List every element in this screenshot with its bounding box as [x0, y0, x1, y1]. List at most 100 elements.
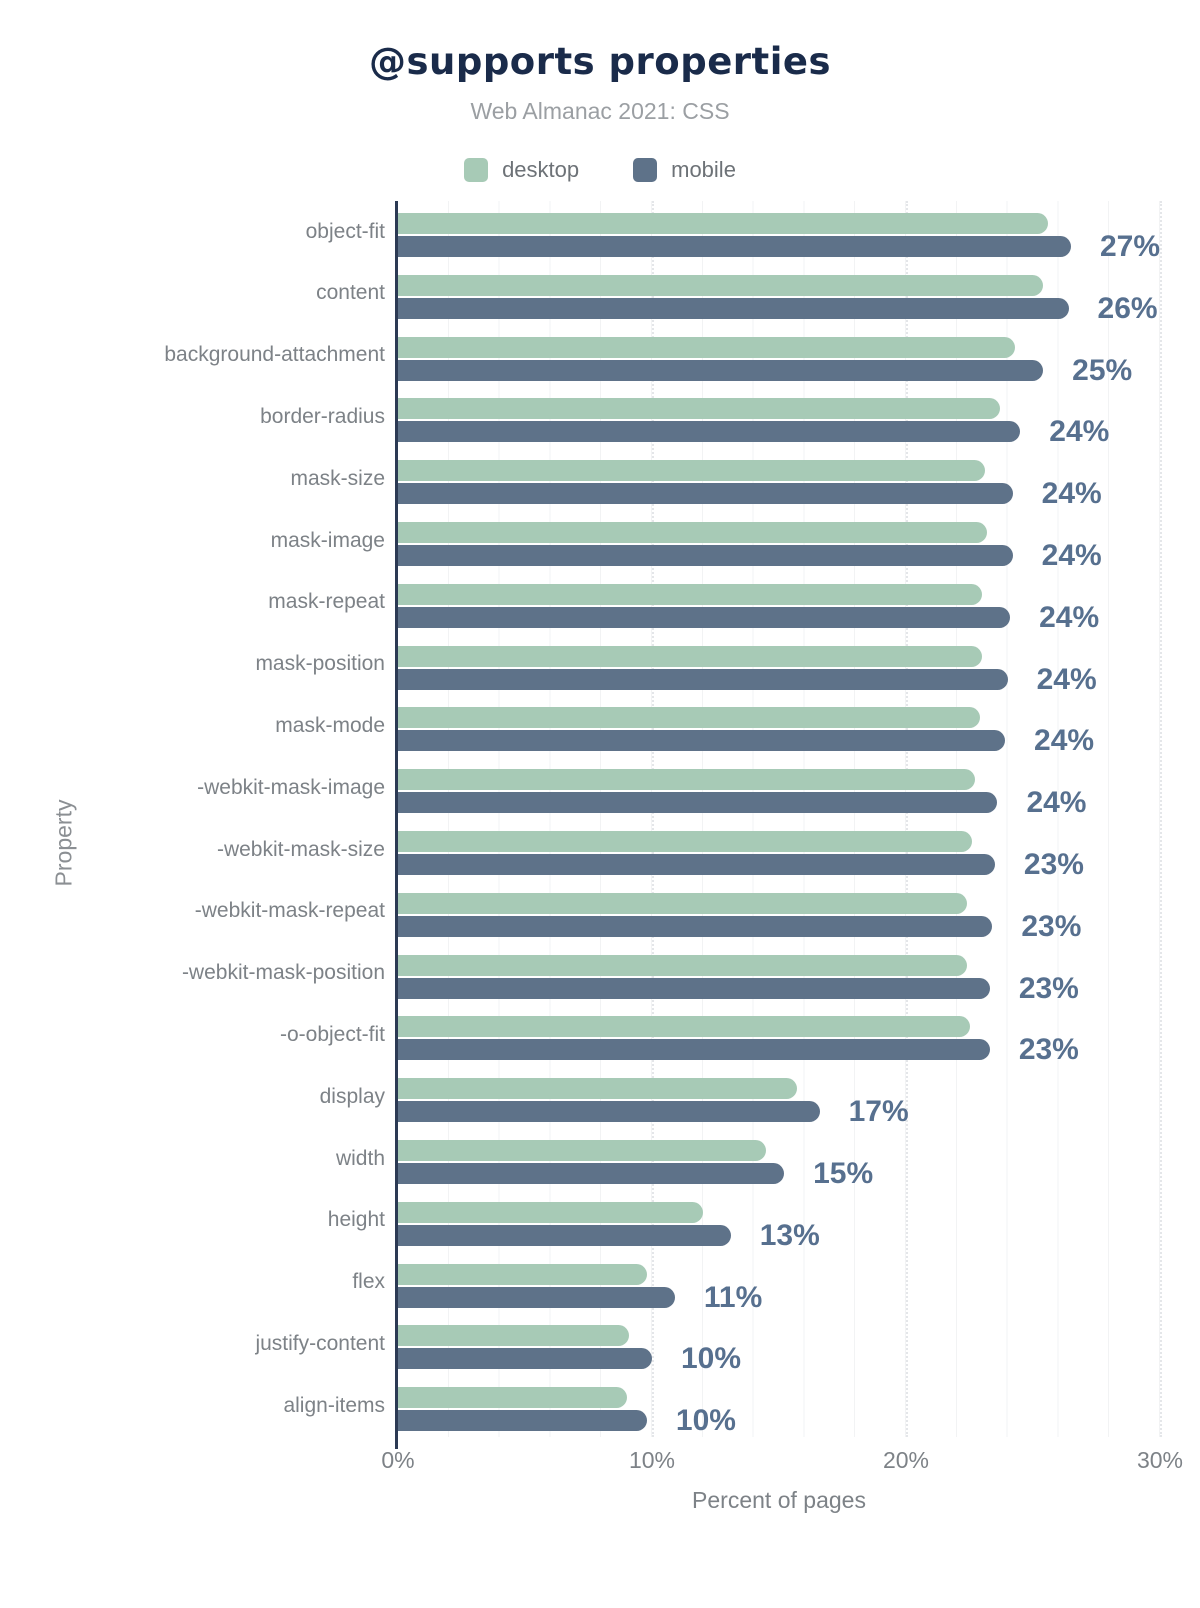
bar-pair: 23%: [398, 1009, 1160, 1067]
bar-pair: 15%: [398, 1133, 1160, 1191]
bar-group: -webkit-mask-position 23%: [0, 942, 1200, 1004]
category-label: align-items: [283, 1393, 385, 1417]
mobile-bar: [398, 359, 1044, 381]
category-label: background-attachment: [164, 343, 385, 367]
mobile-bar-row: 25%: [398, 355, 1160, 385]
desktop-bar: [398, 583, 983, 605]
mobile-bar-row: 15%: [398, 1157, 1160, 1191]
value-label: 24%: [1034, 724, 1095, 758]
mobile-bar-row: 24%: [398, 477, 1160, 511]
category-label: mask-mode: [275, 713, 385, 737]
category-label: -webkit-mask-size: [216, 837, 385, 861]
bar-group: mask-position 24%: [0, 633, 1200, 695]
value-label: 23%: [1018, 1033, 1079, 1067]
category-label: height: [327, 1208, 385, 1232]
mobile-bar-row: 17%: [398, 1095, 1160, 1129]
mobile-bar-row: 27%: [398, 230, 1160, 264]
value-label: 17%: [848, 1095, 909, 1129]
legend: desktop mobile: [0, 157, 1200, 183]
gridline-20-percent: [906, 200, 908, 1437]
value-label: 10%: [675, 1404, 736, 1438]
mobile-bar-row: 26%: [398, 293, 1160, 323]
bar-group: -webkit-mask-repeat 23%: [0, 880, 1200, 942]
bar-group: align-items 10%: [0, 1375, 1200, 1437]
x-axis-ticks: 0% 10% 20% 30%: [381, 1437, 1183, 1473]
bar-group: height 13%: [0, 1189, 1200, 1251]
mobile-bar-row: 23%: [398, 973, 1160, 1003]
bar-pair: 10%: [398, 1318, 1160, 1374]
mobile-bar: [398, 668, 1008, 690]
x-axis-title: Percent of pages: [692, 1486, 866, 1513]
bar-group: object-fit 27%: [0, 201, 1200, 263]
mobile-bar-row: 10%: [398, 1344, 1160, 1374]
value-label: 24%: [1036, 662, 1097, 696]
value-label: 11%: [703, 1280, 763, 1314]
desktop-bar: [398, 1387, 627, 1409]
bar-pair: 11%: [398, 1257, 1160, 1314]
gridline-30-percent: [1160, 200, 1162, 1437]
value-label: 13%: [759, 1218, 820, 1252]
value-label: 24%: [1039, 600, 1100, 634]
mobile-bar-row: 24%: [398, 724, 1160, 758]
bar-group: -webkit-mask-image 24%: [0, 757, 1200, 819]
bar-group: content 26%: [0, 262, 1200, 324]
value-label: 24%: [1049, 415, 1110, 449]
mobile-bar: [398, 236, 1071, 258]
value-label: 24%: [1041, 477, 1102, 511]
category-label: -webkit-mask-repeat: [194, 899, 385, 923]
category-label: content: [316, 281, 385, 305]
bar-pair: 24%: [398, 700, 1160, 758]
bar-pair: 10%: [398, 1380, 1160, 1438]
desktop-bar: [398, 336, 1016, 358]
mobile-bar-row: 24%: [398, 662, 1160, 696]
bar-pair: 23%: [398, 948, 1160, 1003]
mobile-bar: [398, 1348, 652, 1370]
mobile-bar: [398, 606, 1011, 628]
mobile-bar: [398, 483, 1013, 505]
desktop-bar: [398, 707, 980, 729]
mobile-bar: [398, 545, 1013, 567]
bar-pair: 13%: [398, 1195, 1160, 1252]
mobile-bar-row: 24%: [398, 786, 1160, 820]
mobile-bar-row: 13%: [398, 1218, 1160, 1252]
category-label: mask-image: [270, 528, 385, 552]
desktop-bar: [398, 398, 1000, 420]
x-tick-20: 20%: [882, 1446, 930, 1473]
desktop-bar: [398, 645, 983, 667]
category-label: -webkit-mask-position: [181, 961, 385, 985]
bar-pair: 24%: [398, 577, 1160, 634]
mobile-bar: [398, 421, 1021, 443]
bar-pair: 17%: [398, 1071, 1160, 1129]
value-label: 23%: [1021, 909, 1082, 943]
value-label: 27%: [1099, 230, 1160, 264]
desktop-bar: [398, 1263, 647, 1285]
category-label: width: [335, 1146, 385, 1170]
bar-group: border-radius 24%: [0, 386, 1200, 448]
category-label: display: [319, 1084, 385, 1108]
bar-group: mask-size 24%: [0, 448, 1200, 510]
value-label: 15%: [813, 1157, 874, 1191]
value-label: 24%: [1026, 786, 1087, 820]
legend-item-mobile: mobile: [633, 157, 736, 183]
bar-rows: object-fit 27% content 26% background-attach…: [0, 201, 1200, 1437]
category-label: -o-object-fit: [279, 1022, 385, 1046]
bar-group: -o-object-fit 23%: [0, 1004, 1200, 1066]
chart-subtitle: Web Almanac 2021: CSS: [470, 97, 730, 124]
gridline-10-percent: [651, 200, 654, 1437]
bar-group: mask-repeat 24%: [0, 571, 1200, 633]
category-label: justify-content: [255, 1331, 385, 1355]
desktop-bar: [398, 522, 988, 544]
bar-group: mask-image 24%: [0, 510, 1200, 572]
bar-group: display 17%: [0, 1066, 1200, 1128]
mobile-bar-row: 23%: [398, 909, 1160, 943]
mobile-bar: [398, 854, 995, 876]
mobile-bar-row: 24%: [398, 600, 1160, 634]
mobile-bar: [398, 792, 998, 814]
mobile-bar: [398, 1163, 785, 1185]
mobile-bar-row: 24%: [398, 541, 1160, 571]
mobile-bar-row: 24%: [398, 415, 1160, 449]
bar-pair: 24%: [398, 639, 1160, 696]
desktop-bar: [398, 1201, 703, 1223]
legend-label-mobile: mobile: [671, 156, 736, 182]
bar-group: width 15%: [0, 1128, 1200, 1190]
